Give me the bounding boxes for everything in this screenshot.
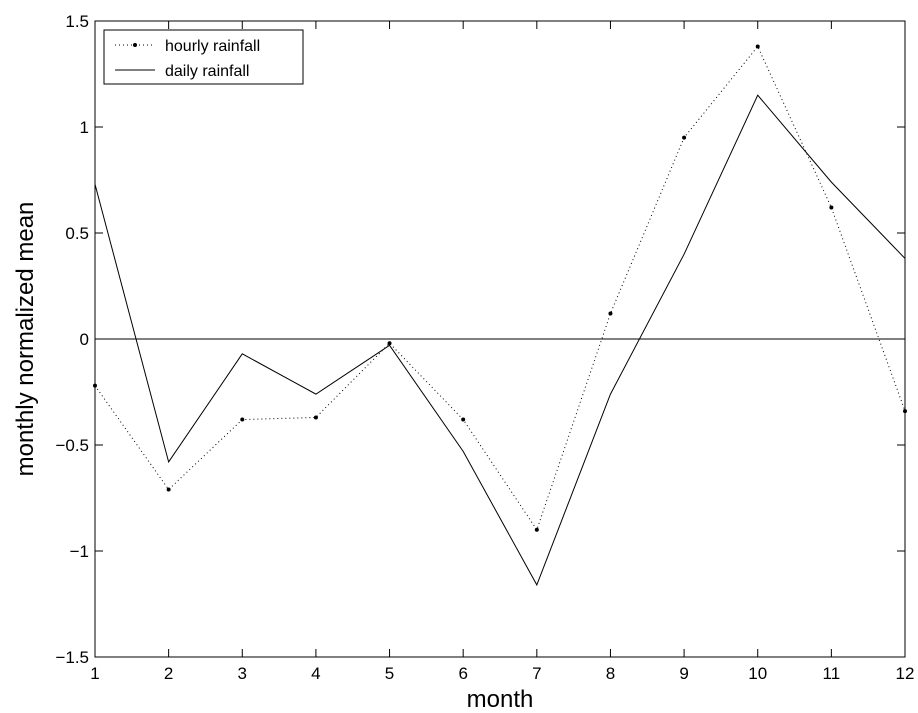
legend-hourly-marker (133, 43, 137, 47)
hourly-rainfall-point (829, 205, 834, 210)
y-tick-label: 1 (80, 118, 89, 137)
x-tick-label: 5 (385, 664, 394, 683)
hourly-rainfall-point (682, 135, 687, 140)
legend: hourly rainfall daily rainfall (103, 29, 304, 85)
x-tick-label: 10 (748, 664, 767, 683)
daily-rainfall-line (94, 94, 906, 587)
x-tick-label: 1 (90, 664, 99, 683)
x-tick-label: 3 (238, 664, 247, 683)
x-tick-label: 11 (823, 664, 841, 683)
legend-daily-label: daily rainfall (165, 63, 249, 80)
series-layer (93, 44, 907, 587)
hourly-rainfall-point (534, 527, 539, 532)
hourly-rainfall-point (608, 311, 613, 316)
legend-box (103, 29, 304, 85)
hourly-rainfall-point (166, 487, 171, 492)
hourly-rainfall-point (387, 341, 392, 346)
x-tick-label: 12 (896, 664, 915, 683)
x-tick-label: 9 (679, 664, 688, 683)
legend-hourly-label: hourly rainfall (165, 38, 260, 55)
y-tick-label: −1.5 (55, 648, 89, 667)
y-tick-label: 0.5 (65, 224, 89, 243)
y-tick-label: −0.5 (55, 436, 89, 455)
x-tick-label: 6 (458, 664, 467, 683)
hourly-rainfall-point (903, 409, 907, 414)
hourly-rainfall-point (461, 417, 466, 422)
x-axis: 1 2 3 4 5 6 7 8 9 10 11 12 (90, 21, 914, 683)
hourly-rainfall-point (755, 44, 760, 49)
x-tick-label: 7 (532, 664, 541, 683)
x-tick-label: 2 (164, 664, 173, 683)
hourly-rainfall-point (93, 383, 97, 388)
x-tick-label: 8 (606, 664, 615, 683)
hourly-rainfall-point (313, 415, 318, 420)
y-axis-title: monthly normalized mean (12, 202, 39, 477)
x-tick-label: 4 (311, 664, 320, 683)
hourly-rainfall-point (240, 417, 245, 422)
y-axis: −1.5 −1 −0.5 0 0.5 1 1.5 (55, 12, 905, 667)
x-axis-title: month (467, 686, 534, 713)
y-tick-label: 1.5 (65, 12, 89, 31)
y-tick-label: −1 (70, 542, 89, 561)
y-tick-label: 0 (80, 330, 89, 349)
